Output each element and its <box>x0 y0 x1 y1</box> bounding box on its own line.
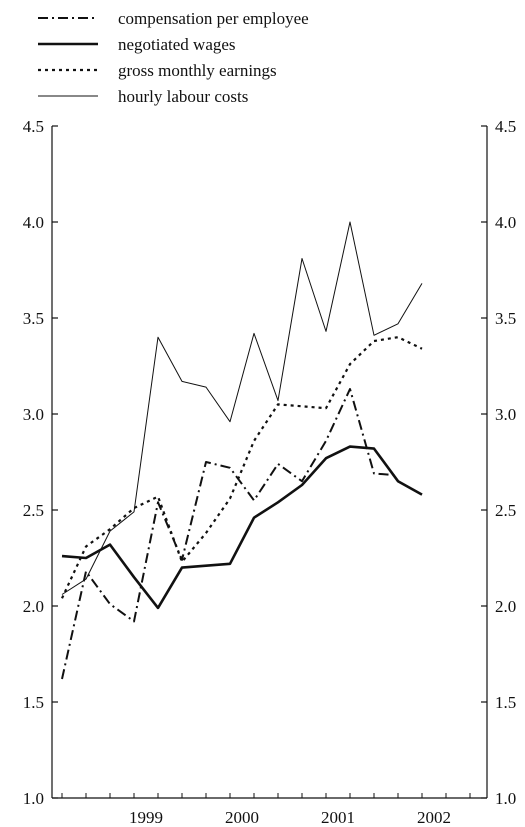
y-tick-label-right: 2.5 <box>495 501 516 520</box>
x-tick-label: 2001 <box>321 808 355 827</box>
x-tick-label: 1999 <box>129 808 163 827</box>
y-tick-label-left: 3.0 <box>23 405 44 424</box>
y-tick-label-left: 2.5 <box>23 501 44 520</box>
series-line-hourly-labour-costs <box>61 221 423 595</box>
series-line-negotiated-wages <box>61 445 423 610</box>
series-line-compensation-per-employee <box>61 388 399 680</box>
y-tick-label-left: 4.0 <box>23 213 44 232</box>
y-tick-label-right: 1.5 <box>495 693 516 712</box>
axes <box>51 126 488 799</box>
series-lines <box>61 221 423 680</box>
y-ticks: 1.0 1.0 1.5 1.5 2.0 2.0 2.5 2.5 3.0 3.0 3.5 3.5 4.0 4… <box>23 117 517 808</box>
y-tick-label-right: 3.5 <box>495 309 516 328</box>
x-tick-label: 2002 <box>417 808 451 827</box>
y-tick-label-right: 2.0 <box>495 597 516 616</box>
y-tick-label-left: 1.5 <box>23 693 44 712</box>
y-tick-label-right: 3.0 <box>495 405 516 424</box>
legend-label: hourly labour costs <box>118 87 248 106</box>
legend-label: negotiated wages <box>118 35 236 54</box>
x-tick-label: 2000 <box>225 808 259 827</box>
legend-label: compensation per employee <box>118 9 309 28</box>
y-tick-label-right: 1.0 <box>495 789 516 808</box>
y-tick-label-left: 1.0 <box>23 789 44 808</box>
y-tick-label-right: 4.5 <box>495 117 516 136</box>
y-tick-label-left: 3.5 <box>23 309 44 328</box>
y-tick-label-left: 4.5 <box>23 117 44 136</box>
legend-label: gross monthly earnings <box>118 61 277 80</box>
x-ticks: 1999 2000 2001 2002 <box>61 793 471 827</box>
y-tick-label-left: 2.0 <box>23 597 44 616</box>
y-tick-label-right: 4.0 <box>495 213 516 232</box>
legend: compensation per employee negotiated wage… <box>38 9 309 106</box>
